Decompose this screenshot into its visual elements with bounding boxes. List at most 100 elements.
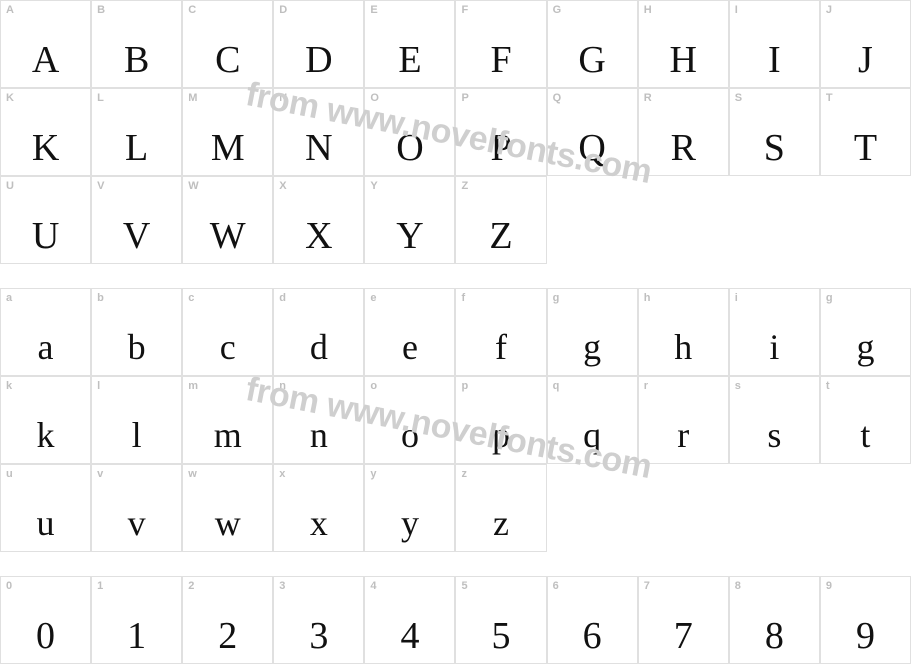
glyph-cell: 11 [91, 576, 182, 664]
glyph-cell: zz [455, 464, 546, 552]
glyph-cell-glyph: g [548, 329, 637, 365]
glyph-cell: xx [273, 464, 364, 552]
glyph-cell: hh [638, 288, 729, 376]
glyph-cell: DD [273, 0, 364, 88]
glyph-cell [729, 464, 820, 552]
glyph-cell-glyph: d [274, 329, 363, 365]
glyph-cell-glyph: a [1, 329, 90, 365]
glyph-cell-label: J [826, 4, 832, 16]
glyph-cell-label: o [370, 380, 377, 392]
glyph-cell-label: Y [370, 180, 377, 192]
glyph-cell-glyph: h [639, 329, 728, 365]
glyph-cell-label: p [461, 380, 468, 392]
glyph-cell-label: t [826, 380, 830, 392]
glyph-cell-label: N [279, 92, 287, 104]
glyph-cell-glyph: Q [548, 129, 637, 167]
glyph-cell: XX [273, 176, 364, 264]
glyph-cell-glyph: v [92, 505, 181, 541]
glyph-cell: oo [364, 376, 455, 464]
glyph-cell: 66 [547, 576, 638, 664]
glyph-cell-label: x [279, 468, 285, 480]
glyph-cell: tt [820, 376, 911, 464]
glyph-cell: 22 [182, 576, 273, 664]
glyph-cell-label: 4 [370, 580, 376, 592]
glyph-cell-label: P [461, 92, 468, 104]
glyph-cell-label: g [826, 292, 833, 304]
glyph-cell: RR [638, 88, 729, 176]
glyph-cell: YY [364, 176, 455, 264]
glyph-cell [547, 176, 638, 264]
glyph-cell-label: W [188, 180, 198, 192]
glyph-cell-label: i [735, 292, 738, 304]
glyph-cell: nn [273, 376, 364, 464]
glyph-cell-label: U [6, 180, 14, 192]
glyph-cell-glyph: e [365, 329, 454, 365]
glyph-cell: 99 [820, 576, 911, 664]
glyph-cell [820, 176, 911, 264]
glyph-cell-label: Z [461, 180, 468, 192]
glyph-cell-glyph: J [821, 41, 910, 79]
glyph-cell-glyph: G [548, 41, 637, 79]
glyph-cell-glyph: p [456, 417, 545, 453]
glyph-cell-label: q [553, 380, 560, 392]
glyph-cell-glyph: m [183, 417, 272, 453]
glyph-cell: yy [364, 464, 455, 552]
glyph-cell-label: R [644, 92, 652, 104]
uppercase-grid: AABBCCDDEEFFGGHHIIJJKKLLMMNNOOPPQQRRSSTT… [0, 0, 911, 264]
glyph-cell: 88 [729, 576, 820, 664]
glyph-cell: KK [0, 88, 91, 176]
glyph-cell: TT [820, 88, 911, 176]
glyph-cell-glyph: z [456, 505, 545, 541]
glyph-cell-glyph: Y [365, 217, 454, 255]
glyph-cell: 44 [364, 576, 455, 664]
glyph-cell: FF [455, 0, 546, 88]
glyph-cell-label: 0 [6, 580, 12, 592]
glyph-cell-label: 8 [735, 580, 741, 592]
glyph-cell-glyph: S [730, 129, 819, 167]
glyph-cell: 00 [0, 576, 91, 664]
glyph-cell-label: s [735, 380, 741, 392]
glyph-cell-label: l [97, 380, 100, 392]
glyph-cell: ii [729, 288, 820, 376]
glyph-cell-label: m [188, 380, 198, 392]
glyph-cell-label: 9 [826, 580, 832, 592]
glyph-cell-glyph: Z [456, 217, 545, 255]
glyph-cell-glyph: O [365, 129, 454, 167]
glyph-cell-glyph: s [730, 417, 819, 453]
glyph-cell: 77 [638, 576, 729, 664]
glyph-cell: qq [547, 376, 638, 464]
glyph-cell: dd [273, 288, 364, 376]
glyph-cell-label: d [279, 292, 286, 304]
glyph-cell-glyph: u [1, 505, 90, 541]
glyph-cell: 55 [455, 576, 546, 664]
glyph-cell-label: h [644, 292, 651, 304]
glyph-cell: 33 [273, 576, 364, 664]
glyph-cell-glyph: 9 [821, 617, 910, 655]
glyph-cell-glyph: 1 [92, 617, 181, 655]
glyph-cell-label: k [6, 380, 12, 392]
glyph-cell-glyph: o [365, 417, 454, 453]
glyph-cell-label: r [644, 380, 648, 392]
glyph-cell-label: 1 [97, 580, 103, 592]
glyph-cell-label: v [97, 468, 103, 480]
glyph-cell: QQ [547, 88, 638, 176]
glyph-cell-glyph: D [274, 41, 363, 79]
glyph-cell-glyph: P [456, 129, 545, 167]
glyph-cell-glyph: k [1, 417, 90, 453]
glyph-cell-label: B [97, 4, 105, 16]
glyph-cell: ww [182, 464, 273, 552]
glyph-cell [729, 176, 820, 264]
glyph-cell: gg [820, 288, 911, 376]
glyph-cell-glyph: n [274, 417, 363, 453]
glyph-cell: WW [182, 176, 273, 264]
glyph-cell: gg [547, 288, 638, 376]
glyph-cell-glyph: y [365, 505, 454, 541]
glyph-cell: uu [0, 464, 91, 552]
glyph-cell: CC [182, 0, 273, 88]
glyph-cell-glyph: i [730, 329, 819, 365]
glyph-cell-glyph: E [365, 41, 454, 79]
glyph-cell-label: 5 [461, 580, 467, 592]
glyph-cell-label: y [370, 468, 376, 480]
glyph-cell-label: H [644, 4, 652, 16]
glyph-cell: EE [364, 0, 455, 88]
